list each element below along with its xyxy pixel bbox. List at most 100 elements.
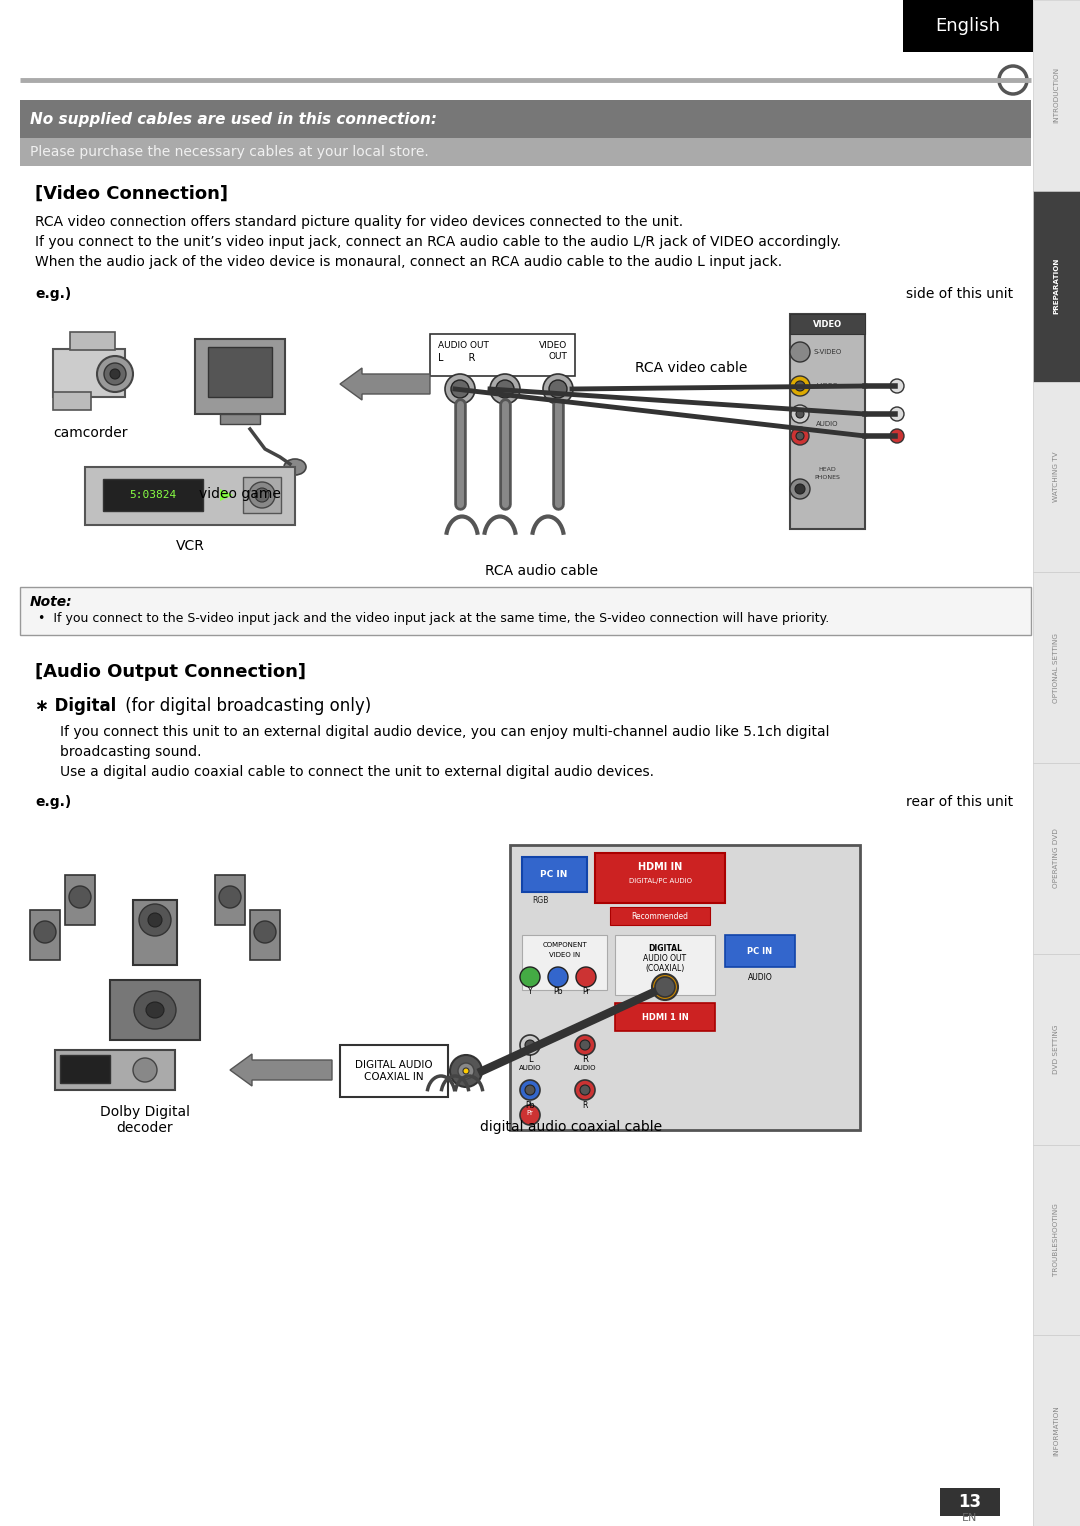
Circle shape [519,967,540,987]
Text: RGB: RGB [531,896,549,905]
Text: Please purchase the necessary cables at your local store.: Please purchase the necessary cables at … [30,145,429,159]
Bar [1032,572,1080,763]
Text: PHONES: PHONES [814,475,840,479]
Circle shape [575,1035,595,1054]
Circle shape [133,1058,157,1082]
Bar [789,314,865,530]
Text: DIGITAL/PC AUDIO: DIGITAL/PC AUDIO [629,877,691,884]
Ellipse shape [139,903,171,935]
Bar [21,137,1031,166]
Text: PREPARATION: PREPARATION [1053,258,1059,314]
Circle shape [659,981,671,993]
Bar [249,909,280,960]
Circle shape [796,432,804,439]
Text: R: R [582,1056,588,1065]
Circle shape [795,382,805,391]
Bar [940,1488,1000,1515]
Text: video game: video game [199,487,281,501]
Bar [195,339,285,414]
Ellipse shape [134,990,176,1029]
Circle shape [789,375,810,397]
Circle shape [548,967,568,987]
Text: Pr: Pr [527,1109,534,1116]
Text: PC IN: PC IN [540,870,568,879]
Bar [53,392,91,410]
Text: (for digital broadcasting only): (for digital broadcasting only) [120,697,372,716]
Ellipse shape [254,922,276,943]
Bar [510,845,860,1129]
Text: VCR: VCR [176,539,204,552]
Text: R: R [582,1100,588,1109]
Bar [1032,191,1080,382]
Bar [70,333,114,349]
Text: RCA video connection offers standard picture quality for video devices connected: RCA video connection offers standard pic… [35,215,684,229]
Circle shape [110,369,120,378]
Text: VIDEO: VIDEO [816,383,838,389]
Bar [725,935,795,967]
Text: OPTIONAL SETTING: OPTIONAL SETTING [1053,633,1059,702]
Bar [1032,0,1080,191]
Text: (COAXIAL): (COAXIAL) [646,963,685,972]
Circle shape [249,482,275,508]
Bar [85,467,295,525]
Circle shape [450,1054,482,1087]
Text: rear of this unit: rear of this unit [906,795,1013,809]
Text: INTRODUCTION: INTRODUCTION [1053,67,1059,124]
Ellipse shape [69,887,91,908]
Text: camcorder: camcorder [53,426,127,439]
Text: OPERATING DVD: OPERATING DVD [1053,829,1059,888]
Text: TROUBLESHOOTING: TROUBLESHOOTING [1053,1204,1059,1276]
Bar [1032,954,1080,1144]
Bar [789,314,865,334]
Ellipse shape [490,374,519,404]
Polygon shape [220,488,233,501]
Bar [30,909,60,960]
Circle shape [796,410,804,418]
Text: RCA audio cable: RCA audio cable [485,565,598,578]
Text: DVD SETTING: DVD SETTING [1053,1024,1059,1074]
Text: Y: Y [528,986,532,995]
Circle shape [791,427,809,446]
Text: No supplied cables are used in this connection:: No supplied cables are used in this conn… [30,111,437,127]
Circle shape [255,488,269,502]
Bar [610,906,710,925]
Text: HEAD: HEAD [819,467,836,472]
Bar [430,334,575,375]
Text: e.g.): e.g.) [35,287,71,301]
Text: side of this unit: side of this unit [906,287,1013,301]
Bar [595,853,725,903]
Circle shape [791,404,809,423]
Bar [60,1054,110,1083]
Text: VIDEO: VIDEO [539,340,567,349]
Circle shape [654,977,675,996]
Circle shape [580,1041,590,1050]
FancyArrow shape [340,368,430,400]
Text: DIGITAL: DIGITAL [648,943,681,952]
Bar [110,980,200,1041]
Circle shape [463,1068,469,1074]
Bar [1032,1335,1080,1526]
Bar [208,346,272,397]
Text: AUDIO: AUDIO [747,972,772,981]
Circle shape [789,342,810,362]
Circle shape [999,66,1027,95]
Bar [1032,763,1080,954]
Text: AUDIO: AUDIO [573,1065,596,1071]
Text: digital audio coaxial cable: digital audio coaxial cable [480,1120,662,1134]
Text: AUDIO OUT: AUDIO OUT [438,340,489,349]
Text: L: L [528,1056,532,1065]
Circle shape [519,1105,540,1125]
Ellipse shape [445,374,475,404]
Bar [903,0,1032,52]
Circle shape [519,1080,540,1100]
Text: VIDEO IN: VIDEO IN [550,952,581,958]
Text: WATCHING TV: WATCHING TV [1053,452,1059,502]
Text: When the audio jack of the video device is monaural, connect an RCA audio cable : When the audio jack of the video device … [35,255,782,269]
Ellipse shape [451,380,469,398]
Circle shape [890,407,904,421]
Bar [1032,1144,1080,1335]
Circle shape [890,429,904,443]
Bar [243,478,281,513]
Text: Pb: Pb [525,1100,535,1109]
Text: ∗ Digital: ∗ Digital [35,697,117,716]
